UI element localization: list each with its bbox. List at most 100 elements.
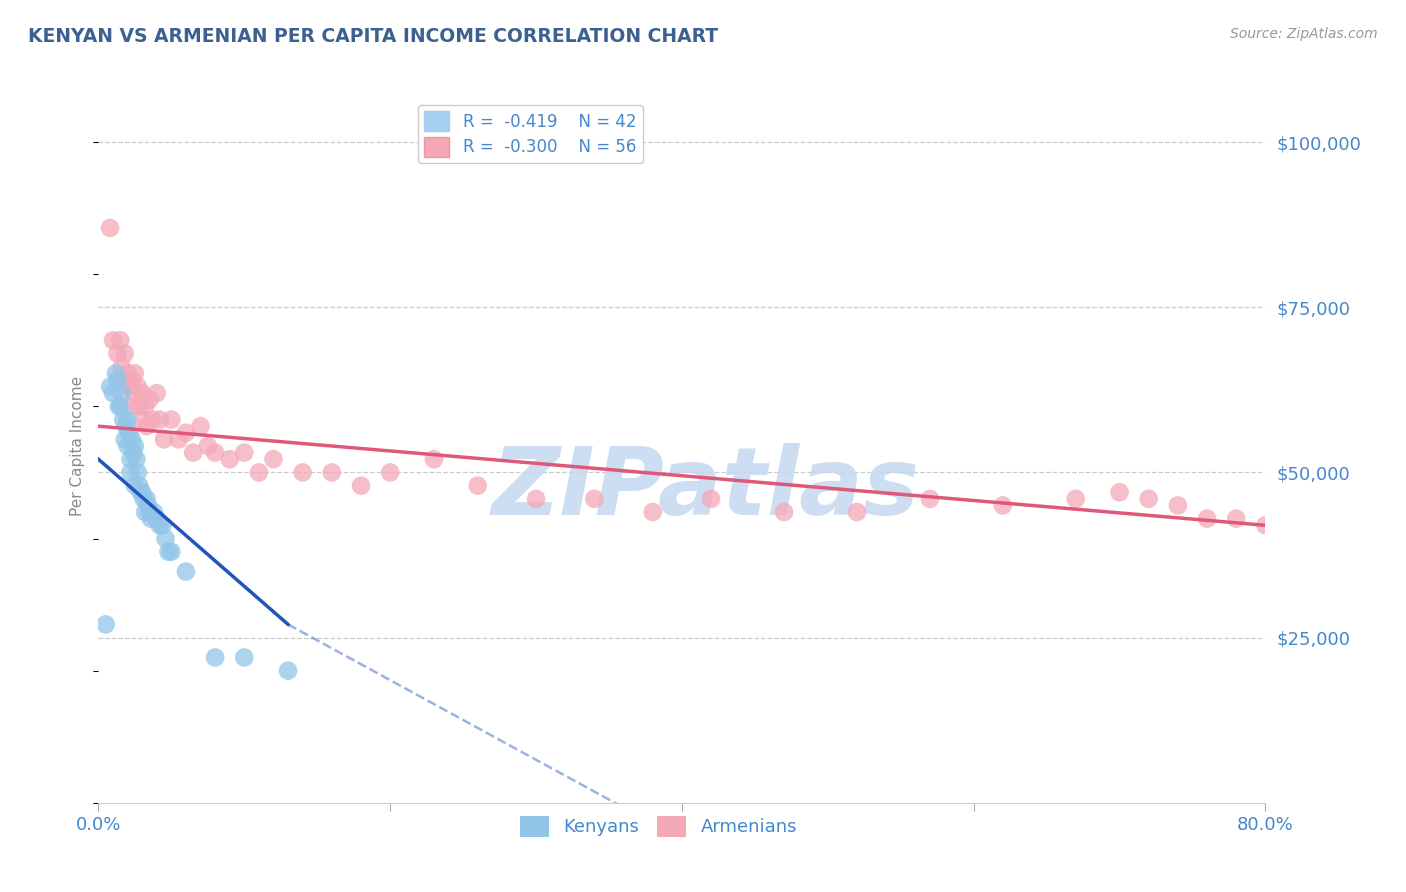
Point bbox=[138, 392, 160, 407]
Point bbox=[136, 499, 159, 513]
Point bbox=[111, 359, 134, 374]
Point bbox=[1195, 511, 1218, 525]
Point bbox=[141, 412, 163, 426]
Point bbox=[155, 532, 177, 546]
Point bbox=[118, 425, 141, 440]
Point bbox=[149, 518, 172, 533]
Point bbox=[467, 478, 489, 492]
Point bbox=[233, 445, 256, 459]
Point bbox=[101, 333, 124, 347]
Point bbox=[321, 466, 343, 480]
Point bbox=[134, 505, 156, 519]
Point bbox=[773, 505, 796, 519]
Point bbox=[700, 491, 723, 506]
Point bbox=[111, 386, 134, 401]
Point bbox=[1167, 499, 1189, 513]
Y-axis label: Per Capita Income: Per Capita Income bbox=[70, 376, 86, 516]
Point bbox=[524, 491, 547, 506]
Point bbox=[128, 478, 150, 492]
Point bbox=[218, 452, 240, 467]
Point bbox=[1254, 518, 1277, 533]
Point bbox=[380, 466, 402, 480]
Point bbox=[233, 650, 256, 665]
Point bbox=[142, 505, 165, 519]
Point bbox=[125, 452, 148, 467]
Point bbox=[160, 412, 183, 426]
Point bbox=[1225, 511, 1247, 525]
Point bbox=[197, 439, 219, 453]
Point bbox=[122, 445, 145, 459]
Point bbox=[104, 367, 127, 381]
Point bbox=[120, 400, 142, 414]
Point bbox=[262, 452, 284, 467]
Point bbox=[124, 367, 146, 381]
Point bbox=[583, 491, 606, 506]
Point bbox=[174, 425, 197, 440]
Point bbox=[124, 439, 146, 453]
Text: Source: ZipAtlas.com: Source: ZipAtlas.com bbox=[1230, 27, 1378, 41]
Point bbox=[146, 386, 169, 401]
Point bbox=[105, 346, 128, 360]
Point bbox=[131, 485, 153, 500]
Point bbox=[98, 379, 121, 393]
Point bbox=[138, 505, 160, 519]
Point bbox=[1064, 491, 1087, 506]
Point bbox=[129, 485, 152, 500]
Point bbox=[918, 491, 941, 506]
Point bbox=[114, 346, 136, 360]
Point bbox=[132, 491, 155, 506]
Point bbox=[350, 478, 373, 492]
Point bbox=[167, 433, 190, 447]
Point bbox=[135, 419, 157, 434]
Point bbox=[135, 491, 157, 506]
Point bbox=[108, 400, 131, 414]
Point bbox=[181, 445, 204, 459]
Point bbox=[112, 412, 135, 426]
Point bbox=[101, 386, 124, 401]
Point bbox=[139, 511, 162, 525]
Legend: Kenyans, Armenians: Kenyans, Armenians bbox=[513, 808, 804, 844]
Point bbox=[204, 650, 226, 665]
Point bbox=[991, 499, 1014, 513]
Text: KENYAN VS ARMENIAN PER CAPITA INCOME CORRELATION CHART: KENYAN VS ARMENIAN PER CAPITA INCOME COR… bbox=[28, 27, 718, 45]
Point bbox=[98, 221, 121, 235]
Point bbox=[277, 664, 299, 678]
Point bbox=[127, 379, 149, 393]
Point bbox=[117, 367, 139, 381]
Point bbox=[146, 511, 169, 525]
Point bbox=[127, 466, 149, 480]
Point bbox=[204, 445, 226, 459]
Point bbox=[117, 439, 139, 453]
Point bbox=[247, 466, 270, 480]
Point bbox=[121, 373, 143, 387]
Point bbox=[131, 412, 153, 426]
Point bbox=[134, 400, 156, 414]
Point bbox=[1108, 485, 1130, 500]
Point bbox=[105, 373, 128, 387]
Point bbox=[423, 452, 446, 467]
Point bbox=[122, 386, 145, 401]
Point bbox=[153, 433, 176, 447]
Point bbox=[114, 433, 136, 447]
Point bbox=[118, 379, 141, 393]
Point bbox=[157, 545, 180, 559]
Point bbox=[110, 333, 132, 347]
Point bbox=[291, 466, 314, 480]
Point bbox=[128, 400, 150, 414]
Text: ZIPatlas: ZIPatlas bbox=[491, 442, 920, 535]
Point bbox=[117, 412, 139, 426]
Point bbox=[846, 505, 869, 519]
Point bbox=[120, 452, 142, 467]
Point bbox=[94, 617, 117, 632]
Point bbox=[641, 505, 664, 519]
Point bbox=[1137, 491, 1160, 506]
Point bbox=[115, 419, 138, 434]
Point bbox=[160, 545, 183, 559]
Point bbox=[124, 478, 146, 492]
Point bbox=[149, 412, 172, 426]
Point bbox=[110, 400, 132, 414]
Point bbox=[190, 419, 212, 434]
Point bbox=[131, 386, 153, 401]
Point bbox=[152, 518, 174, 533]
Point bbox=[120, 466, 142, 480]
